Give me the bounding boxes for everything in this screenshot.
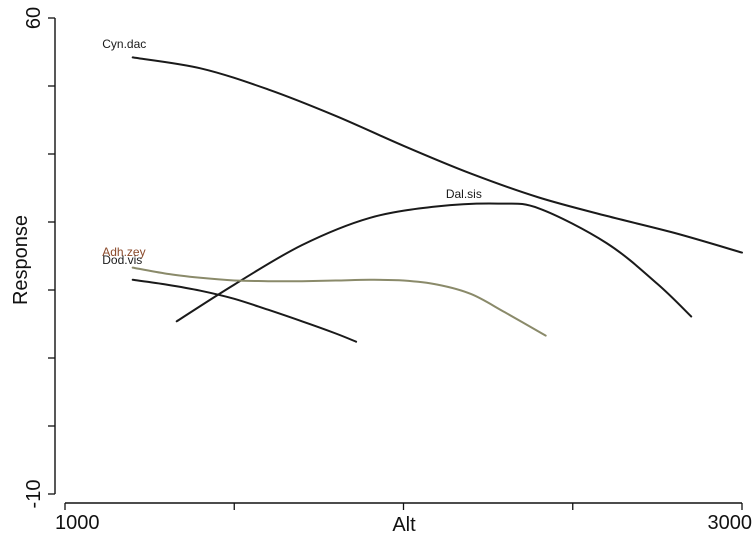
y-tick-label: -10 <box>23 480 45 509</box>
series-line-cyn-dac <box>131 56 743 254</box>
series-layer <box>131 56 743 343</box>
series-line-adh-zey <box>131 266 547 337</box>
series-line-dod-vis <box>131 278 358 343</box>
x-tick-label: 1000 <box>55 512 100 533</box>
curve-label-adh-zey: Adh.zey <box>102 245 145 259</box>
x-ticks: 1000 3000 <box>55 503 752 533</box>
y-ticks: -10 60 <box>23 7 55 509</box>
y-axis-title: Response <box>10 215 32 305</box>
x-axis-title: Alt <box>392 514 416 533</box>
axes: -10 60 1000 3000 <box>23 7 752 533</box>
x-tick-label: 3000 <box>708 512 753 533</box>
curve-label-dod-vis: Dod.vis <box>102 253 142 267</box>
curve-label-dal-sis: Dal.sis <box>446 187 482 201</box>
curve-label-cyn-dac: Cyn.dac <box>102 37 146 51</box>
y-tick-label: 60 <box>23 7 45 29</box>
series-line-dal-sis <box>175 202 693 323</box>
